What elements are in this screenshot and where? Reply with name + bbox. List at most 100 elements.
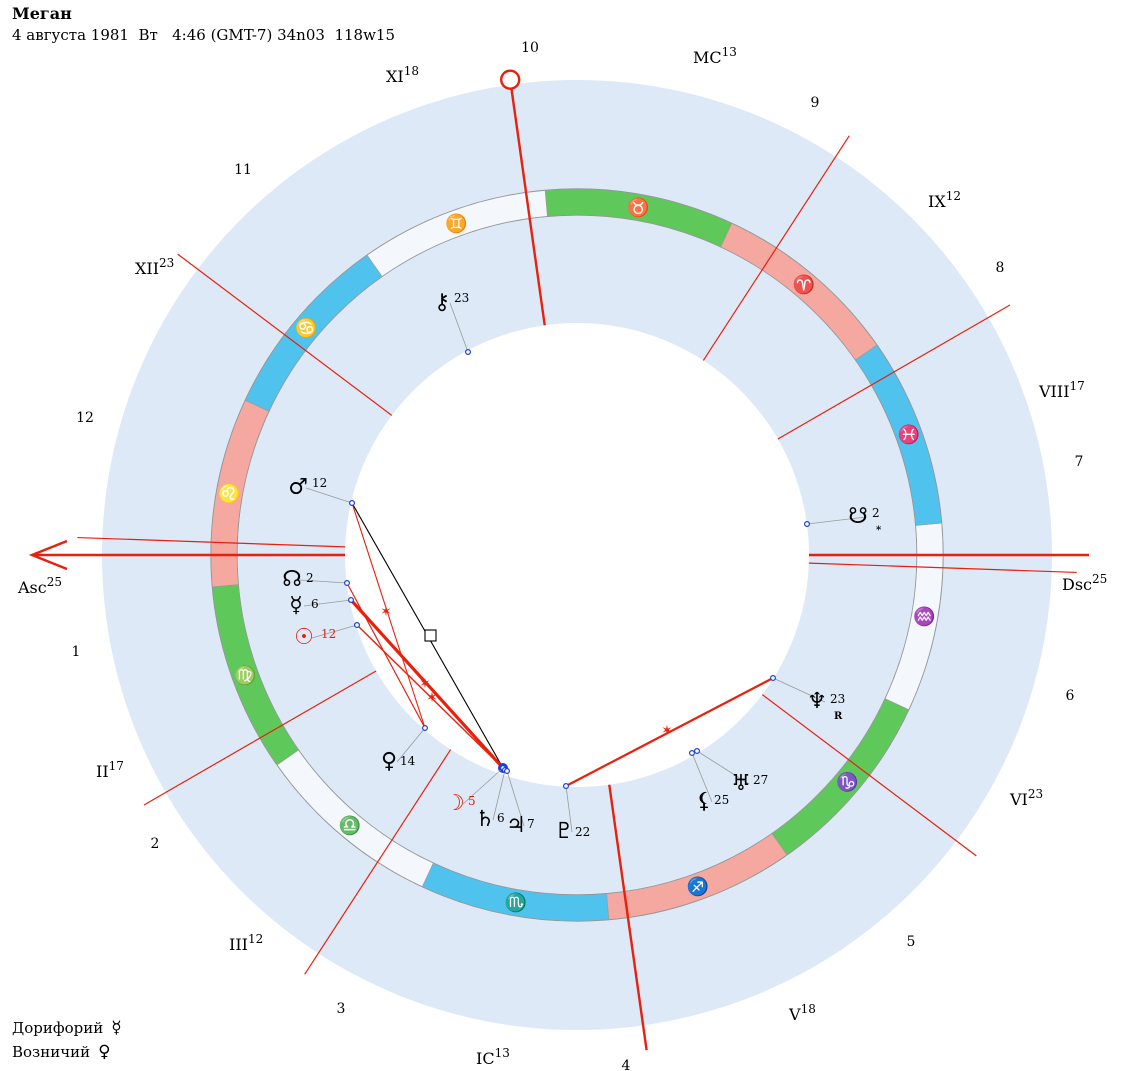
cusp-label-7-degree: 18 bbox=[404, 64, 419, 78]
uranus-icon: ♅ bbox=[731, 771, 751, 796]
uranus-leader bbox=[696, 750, 750, 785]
south-node-leader bbox=[806, 516, 867, 525]
cancer-icon: ♋ bbox=[295, 317, 317, 339]
cusp-line-c11 bbox=[177, 253, 393, 416]
mercury-icon: ☿ bbox=[111, 1018, 122, 1038]
person-name: Меган bbox=[12, 4, 72, 23]
cusp-label-8: XII23 bbox=[135, 256, 174, 278]
north-node-degree: 2 bbox=[306, 571, 314, 585]
planet-markers: ♂ 12☊ 2☿ 6☉ 12♀ 14☽ 5♄ 6 ♃ 7 ♇ 22⚸ 25♅ 27♆ 23R☋ 2*⚷ 23 bbox=[282, 290, 882, 844]
taurus-icon: ♉ bbox=[627, 196, 649, 218]
birth-details: 4 августа 1981 Вт 4:46 (GMT-7) 34n03 118… bbox=[12, 26, 396, 44]
house-number-7: 7 bbox=[1075, 454, 1084, 470]
dsc-label-degree: 25 bbox=[1092, 572, 1107, 586]
moon-degree: 5 bbox=[468, 794, 476, 808]
sun-icon: ☉ bbox=[294, 625, 314, 650]
cusp-line-ic bbox=[608, 784, 648, 1051]
cusp-label-5: VIII17 bbox=[1038, 379, 1085, 401]
asc-label: Asc25 bbox=[17, 575, 62, 597]
cusp-label-7: XI18 bbox=[386, 64, 419, 86]
cusp-label-2: III12 bbox=[229, 932, 263, 954]
venus-degree: 14 bbox=[400, 754, 416, 768]
north-node-icon: ☊ bbox=[282, 567, 302, 592]
mars-degree: 12 bbox=[312, 476, 327, 490]
chart-rings bbox=[102, 80, 1052, 1030]
neptune-icon: ♆ bbox=[807, 689, 827, 714]
venus-icon: ♀ bbox=[381, 749, 397, 774]
saturn-degree: 6 bbox=[497, 811, 505, 825]
house-cusp-lines bbox=[28, 69, 1089, 1051]
scorpio-icon: ♏ bbox=[504, 892, 526, 914]
zodiac-sign-pisces bbox=[855, 344, 942, 526]
ic-label-degree: 13 bbox=[495, 1046, 510, 1060]
chiron-leader bbox=[449, 302, 469, 353]
house-number-4: 4 bbox=[622, 1058, 631, 1071]
south-node-suffix: * bbox=[876, 525, 882, 536]
lilith-dot bbox=[688, 749, 695, 756]
moon-icon: ☽ bbox=[445, 791, 465, 816]
libra-icon: ♎ bbox=[339, 814, 361, 836]
cusp-label-2-text: III bbox=[229, 935, 248, 954]
uranus-degree: 27 bbox=[753, 773, 768, 787]
house-number-1: 1 bbox=[72, 644, 81, 660]
cusp-label-3: V18 bbox=[788, 1002, 816, 1024]
cusp-label-1-text: II bbox=[96, 762, 109, 781]
house-number-3: 3 bbox=[337, 1001, 346, 1017]
cusp-label-8-text: XII bbox=[135, 259, 159, 278]
cusp-label-2-degree: 12 bbox=[248, 932, 263, 946]
aspect-node-venus bbox=[346, 582, 426, 729]
ic-label: IC13 bbox=[476, 1046, 510, 1068]
jupiter-leader bbox=[506, 770, 525, 827]
cusp-label-5-text: VIII bbox=[1038, 382, 1070, 401]
north-node-dot bbox=[344, 579, 351, 586]
cusp-line-c12 bbox=[77, 536, 346, 548]
mars-icon: ♂ bbox=[288, 475, 308, 500]
sun-dot bbox=[354, 621, 361, 628]
house-number-10: 10 bbox=[521, 40, 539, 56]
lilith-leader bbox=[691, 752, 713, 803]
pluto-leader bbox=[565, 785, 573, 833]
asc-label-text: Asc bbox=[17, 578, 47, 597]
cusp-label-4-text: VI bbox=[1009, 790, 1028, 809]
sextile-aspect-icon: ✶ bbox=[380, 604, 392, 620]
cusp-label-8-degree: 23 bbox=[159, 256, 174, 270]
chart-center bbox=[345, 323, 809, 787]
pluto-dot bbox=[562, 782, 569, 789]
pisces-icon: ♓ bbox=[898, 423, 920, 445]
gemini-icon: ♊ bbox=[445, 212, 467, 234]
charioteer-row: Возничий ♀ bbox=[12, 1040, 122, 1064]
circle-marker-icon bbox=[499, 69, 521, 90]
house-number-6: 6 bbox=[1066, 688, 1075, 704]
lilith-degree: 25 bbox=[714, 793, 729, 807]
cusp-line-c9 bbox=[702, 135, 850, 361]
mercury-dot bbox=[348, 596, 355, 603]
house-number-2: 2 bbox=[151, 836, 160, 852]
mercury-leader bbox=[303, 599, 352, 607]
leo-icon: ♌ bbox=[218, 483, 240, 505]
cusp-label-6-degree: 12 bbox=[946, 189, 961, 203]
cusp-label-4-degree: 23 bbox=[1028, 787, 1043, 801]
mc-label: MC13 bbox=[693, 45, 737, 67]
mc-label-text: MC bbox=[693, 48, 722, 67]
virgo-icon: ♍ bbox=[234, 665, 256, 687]
neptune-dot bbox=[769, 674, 776, 681]
cusp-line-c6 bbox=[808, 562, 1077, 574]
doryphory-label: Дорифорий bbox=[12, 1019, 104, 1037]
mars-dot bbox=[349, 500, 356, 507]
chart-footer: Дорифорий ☿ Возничий ♀ bbox=[12, 1016, 122, 1064]
aries-icon: ♈ bbox=[793, 274, 815, 296]
chart-labels: Asc25 Dsc25MC13IC13II17III12V18VI23VIII17… bbox=[17, 40, 1107, 1071]
neptune-leader bbox=[772, 677, 826, 703]
venus-leader bbox=[396, 727, 426, 763]
house-number-5: 5 bbox=[907, 934, 916, 950]
saturn-leader bbox=[492, 769, 506, 821]
house-number-8: 8 bbox=[996, 260, 1005, 276]
south-node-dot bbox=[803, 520, 810, 527]
cusp-label-6-text: IX bbox=[928, 192, 946, 211]
square-aspect-icon bbox=[424, 629, 437, 642]
aspect-mars-venus bbox=[351, 502, 426, 729]
capricorn-icon: ♑ bbox=[836, 771, 858, 793]
pluto-degree: 22 bbox=[575, 825, 590, 839]
house-number-9: 9 bbox=[811, 95, 820, 111]
